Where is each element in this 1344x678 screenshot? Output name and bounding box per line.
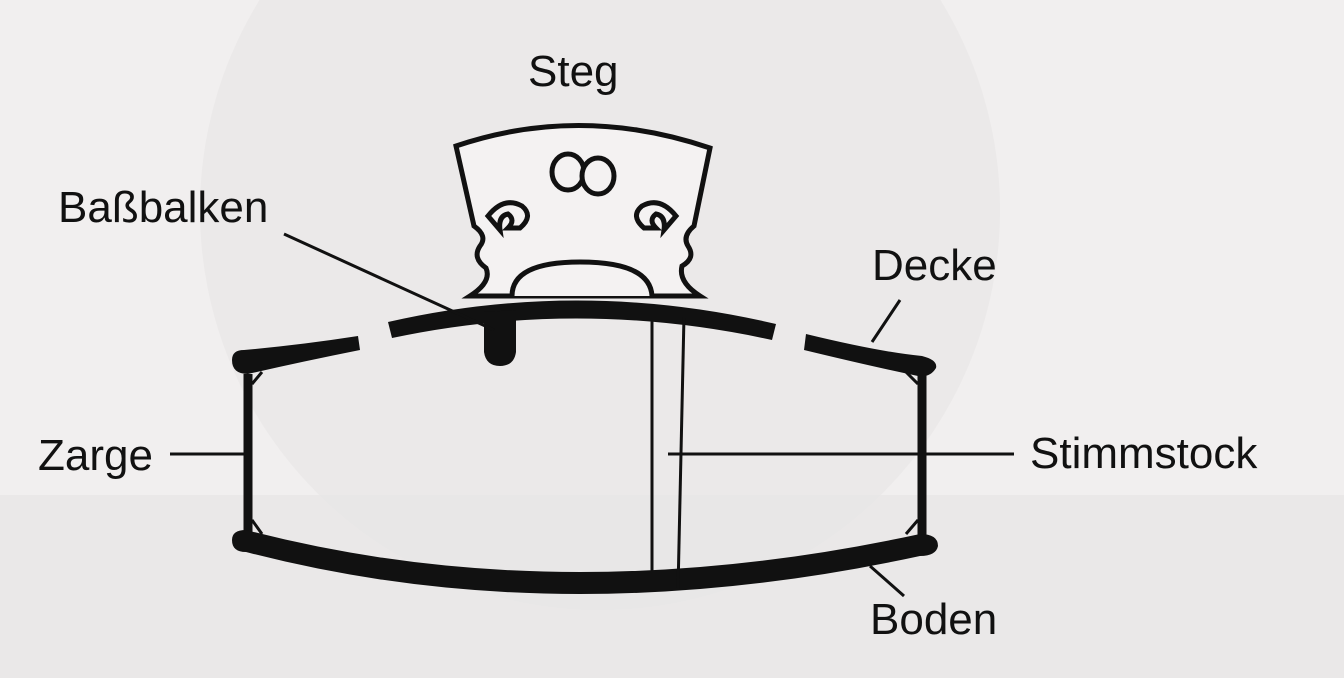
decke-leader bbox=[870, 299, 902, 343]
label-bassbalken: Baßbalken bbox=[58, 183, 268, 232]
label-boden: Boden bbox=[870, 595, 997, 644]
leader-lines bbox=[170, 232, 1014, 598]
bass-bar bbox=[484, 310, 516, 366]
back-plate bbox=[232, 530, 938, 595]
boden-leader bbox=[869, 564, 905, 598]
label-zarge: Zarge bbox=[38, 431, 153, 480]
label-decke: Decke bbox=[872, 241, 997, 290]
ribs bbox=[243, 370, 927, 540]
labels: Steg Baßbalken Decke Zarge Stimmstock Bo… bbox=[38, 47, 1258, 644]
bassbalken-leader bbox=[283, 232, 495, 332]
label-steg: Steg bbox=[528, 47, 619, 96]
label-stimmstock: Stimmstock bbox=[1030, 429, 1258, 478]
bridge bbox=[453, 123, 713, 299]
top-plate bbox=[232, 300, 937, 377]
